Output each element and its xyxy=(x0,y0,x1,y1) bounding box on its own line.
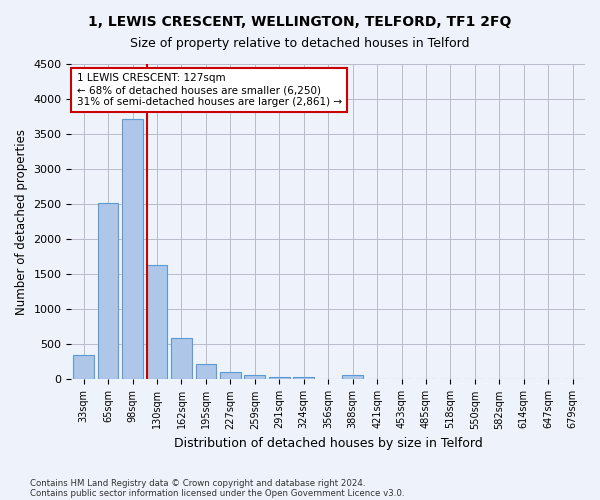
Bar xyxy=(293,378,314,380)
Bar xyxy=(220,372,241,380)
Text: 1 LEWIS CRESCENT: 127sqm
← 68% of detached houses are smaller (6,250)
31% of sem: 1 LEWIS CRESCENT: 127sqm ← 68% of detach… xyxy=(77,74,341,106)
Text: Contains HM Land Registry data © Crown copyright and database right 2024.: Contains HM Land Registry data © Crown c… xyxy=(30,478,365,488)
Bar xyxy=(196,364,217,380)
Bar xyxy=(171,338,192,380)
Bar xyxy=(73,354,94,380)
Text: Size of property relative to detached houses in Telford: Size of property relative to detached ho… xyxy=(130,38,470,51)
Bar xyxy=(98,204,118,380)
X-axis label: Distribution of detached houses by size in Telford: Distribution of detached houses by size … xyxy=(174,437,482,450)
Bar xyxy=(122,120,143,380)
Bar xyxy=(244,375,265,380)
Y-axis label: Number of detached properties: Number of detached properties xyxy=(15,128,28,314)
Bar xyxy=(342,375,363,380)
Text: 1, LEWIS CRESCENT, WELLINGTON, TELFORD, TF1 2FQ: 1, LEWIS CRESCENT, WELLINGTON, TELFORD, … xyxy=(88,15,512,29)
Text: Contains public sector information licensed under the Open Government Licence v3: Contains public sector information licen… xyxy=(30,488,404,498)
Bar xyxy=(269,378,290,380)
Bar xyxy=(146,265,167,380)
